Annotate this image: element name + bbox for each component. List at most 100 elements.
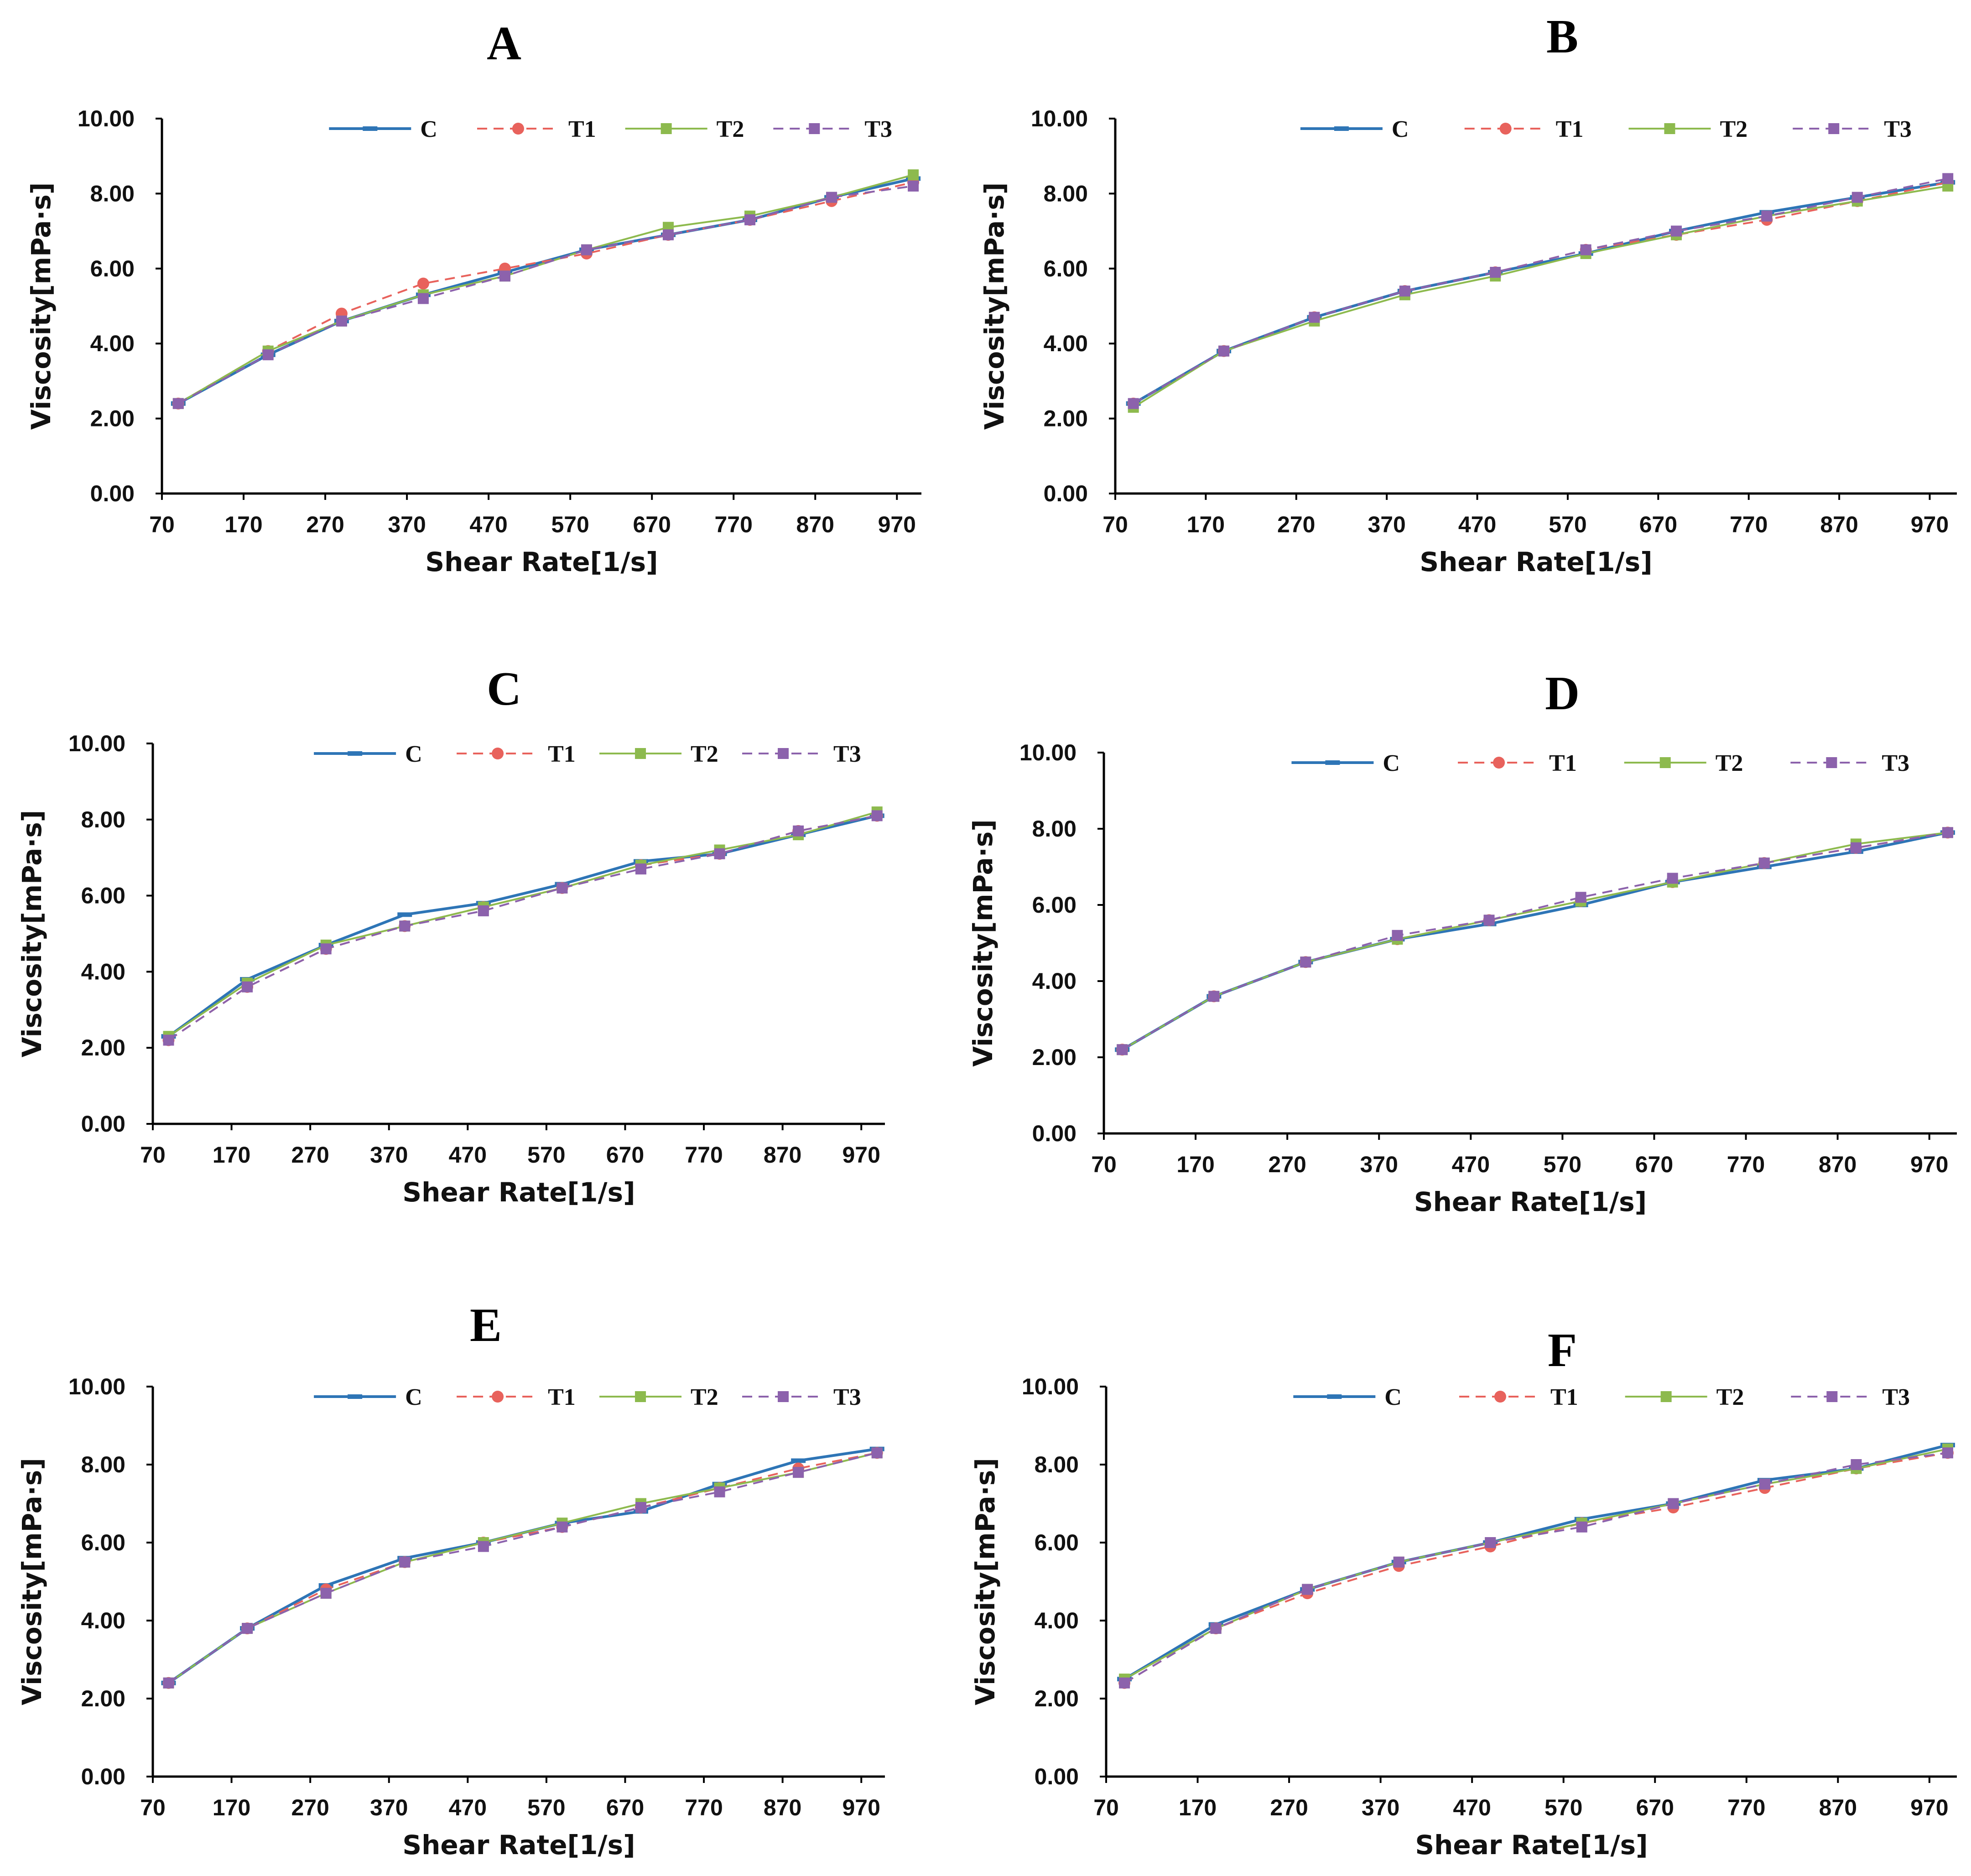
legend-label-t1: T1 <box>1556 116 1584 142</box>
data-point-t3 <box>1208 991 1220 1002</box>
x-tick-label: 470 <box>469 512 507 537</box>
series-line-t2 <box>1124 1448 1948 1680</box>
x-tick-label: 370 <box>370 1795 408 1820</box>
y-tick-label: 10.00 <box>78 106 135 131</box>
data-point-t3 <box>1761 210 1773 222</box>
x-tick-label: 670 <box>1635 1152 1673 1177</box>
x-tick-label: 70 <box>140 1795 166 1820</box>
data-point-t1 <box>417 277 429 290</box>
data-point-t3 <box>1851 1459 1862 1470</box>
y-tick-label: 10.00 <box>1019 740 1077 765</box>
y-axis-label: Viscosity[mPa·s] <box>16 1458 47 1705</box>
x-tick-label: 570 <box>1545 1795 1582 1820</box>
legend-label-t3: T3 <box>1884 116 1912 142</box>
series-line-t2 <box>1122 831 1948 1051</box>
data-point-t2 <box>908 169 919 181</box>
y-tick-label: 0.00 <box>81 1111 125 1137</box>
x-tick-label: 170 <box>1179 1795 1217 1820</box>
legend-label-t2: T2 <box>691 741 718 767</box>
x-tick-label: 170 <box>224 512 262 537</box>
legend-marker-t3 <box>1826 757 1837 768</box>
data-point-t3 <box>581 244 592 255</box>
x-tick-label: 270 <box>1268 1152 1306 1177</box>
data-point-t3 <box>1490 267 1501 278</box>
y-tick-label: 10.00 <box>1022 1374 1079 1399</box>
y-tick-label: 10.00 <box>68 1374 125 1399</box>
series-line-c <box>1133 181 1948 405</box>
x-tick-label: 270 <box>291 1142 329 1168</box>
data-point-t3 <box>908 180 919 192</box>
x-tick-label: 470 <box>1452 1152 1490 1177</box>
y-tick-label: 10.00 <box>68 731 125 756</box>
chart-panel-c: C 0.00 2.00 4.00 6.00 8.00 10.00 70 170 270 370 470… <box>16 662 885 1208</box>
x-tick-label: 970 <box>878 512 916 537</box>
chart-title: A <box>487 16 521 70</box>
y-tick-label: 6.00 <box>1035 1530 1079 1555</box>
y-axis-label: Viscosity[mPa·s] <box>967 819 999 1067</box>
y-tick-label: 0.00 <box>90 481 135 506</box>
legend-marker-t1 <box>512 123 524 135</box>
legend-marker-t2 <box>660 123 672 134</box>
series-line-t3 <box>168 1452 878 1684</box>
x-tick-label: 970 <box>842 1142 880 1168</box>
legend-label-t1: T1 <box>568 116 596 142</box>
y-tick-label: 6.00 <box>81 1530 125 1555</box>
y-tick-label: 4.00 <box>90 331 135 356</box>
data-point-t3 <box>336 315 347 327</box>
x-tick-label: 270 <box>291 1795 329 1820</box>
x-tick-label: 670 <box>606 1795 644 1820</box>
data-point-t3 <box>663 229 674 240</box>
legend-label-t2: T2 <box>1716 750 1743 776</box>
data-point-t3 <box>871 810 883 821</box>
data-point-t3 <box>1483 915 1495 926</box>
data-point-t3 <box>1119 1677 1130 1689</box>
legend-marker-t1 <box>1493 757 1505 769</box>
data-point-t3 <box>1218 345 1230 357</box>
x-tick-label: 170 <box>1187 512 1225 537</box>
data-point-t3 <box>1942 1447 1953 1459</box>
x-tick-label: 870 <box>764 1142 801 1168</box>
series-line-t1 <box>1124 1452 1948 1684</box>
chart-title: B <box>1546 10 1578 63</box>
y-tick-label: 8.00 <box>1044 181 1088 206</box>
series-line-c <box>1123 1444 1948 1680</box>
x-tick-label: 370 <box>1360 1152 1398 1177</box>
y-tick-label: 2.00 <box>81 1035 125 1060</box>
series-line-t2 <box>168 1452 878 1684</box>
data-point-t3 <box>417 293 429 304</box>
y-tick-label: 6.00 <box>1044 256 1088 281</box>
legend-marker-c <box>1334 126 1349 131</box>
y-tick-label: 2.00 <box>90 406 135 431</box>
y-tick-label: 6.00 <box>90 256 135 281</box>
x-axis-label: Shear Rate[1/s] <box>1415 1829 1648 1860</box>
legend-label-t3: T3 <box>833 741 861 767</box>
x-tick-label: 270 <box>1270 1795 1308 1820</box>
data-point-t3 <box>1759 1478 1770 1490</box>
legend-label-t2: T2 <box>717 116 744 142</box>
data-point-t3 <box>1128 398 1139 409</box>
data-point-t3 <box>163 1677 174 1689</box>
x-axis-label: Shear Rate[1/s] <box>1414 1186 1647 1217</box>
legend-marker-t3 <box>778 1391 789 1402</box>
data-point-t3 <box>1580 244 1591 255</box>
series-line-t3 <box>1133 177 1948 405</box>
x-tick-label: 370 <box>388 512 426 537</box>
x-tick-label: 770 <box>1727 1152 1765 1177</box>
x-tick-label: 770 <box>685 1795 723 1820</box>
y-tick-label: 8.00 <box>1032 816 1077 842</box>
legend-label-t1: T1 <box>548 741 576 767</box>
x-tick-label: 70 <box>140 1142 166 1168</box>
series-line-t2 <box>177 174 914 405</box>
x-tick-label: 670 <box>1636 1795 1674 1820</box>
y-axis-label: Viscosity[mPa·s] <box>979 182 1010 430</box>
legend-marker-t2 <box>1660 1391 1672 1402</box>
legend-marker-t3 <box>1828 123 1840 134</box>
chart-panel-e: E 0.00 2.00 4.00 6.00 8.00 10.00 70 170 270 370 470… <box>16 1298 885 1860</box>
data-point-t3 <box>1485 1537 1496 1548</box>
legend-label-t3: T3 <box>1882 1384 1910 1410</box>
data-point-t3 <box>793 825 804 837</box>
y-tick-label: 4.00 <box>81 959 125 984</box>
y-tick-label: 0.00 <box>81 1764 125 1789</box>
data-point-t3 <box>1758 857 1770 869</box>
legend-marker-t2 <box>635 1391 646 1402</box>
